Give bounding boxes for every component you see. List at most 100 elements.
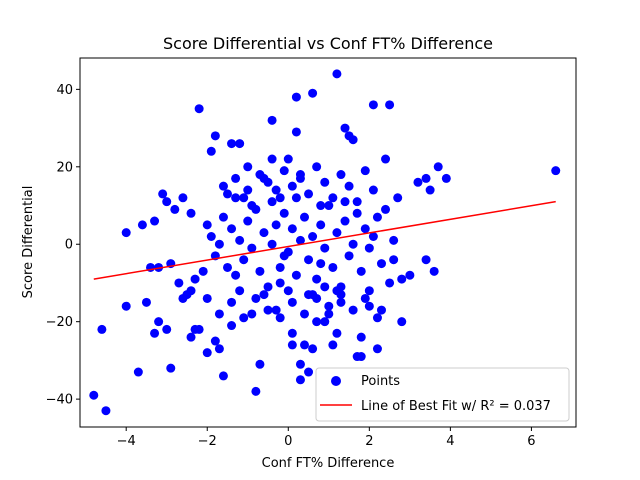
legend-line-label: Line of Best Fit w/ R² = 0.037 xyxy=(361,399,551,414)
data-point-12 xyxy=(150,328,160,338)
data-point-184 xyxy=(291,193,301,203)
data-point-103 xyxy=(206,232,216,241)
data-point-140 xyxy=(356,266,366,276)
data-point-164 xyxy=(360,166,370,176)
data-point-29 xyxy=(186,208,196,218)
data-point-121 xyxy=(279,208,289,218)
data-point-24 xyxy=(178,293,188,303)
data-point-37 xyxy=(218,371,228,381)
data-point-31 xyxy=(198,266,208,276)
data-point-134 xyxy=(332,228,342,238)
data-point-142 xyxy=(364,243,374,253)
data-point-13 xyxy=(162,324,172,334)
data-point-97 xyxy=(425,185,435,195)
y-tick-label: 40 xyxy=(56,83,73,98)
data-point-88 xyxy=(385,100,395,110)
data-point-187 xyxy=(235,286,245,296)
data-point-99 xyxy=(433,162,443,172)
data-point-133 xyxy=(328,262,338,272)
data-point-0 xyxy=(89,390,99,400)
data-point-17 xyxy=(170,204,180,214)
data-point-160 xyxy=(328,193,338,203)
legend-box xyxy=(315,367,570,422)
data-point-3 xyxy=(121,301,131,311)
data-point-175 xyxy=(300,309,309,319)
data-point-95 xyxy=(421,173,431,183)
data-point-168 xyxy=(214,309,224,319)
data-point-173 xyxy=(275,313,285,323)
data-point-154 xyxy=(279,166,289,176)
data-point-182 xyxy=(247,201,257,211)
data-point-61 xyxy=(295,359,305,369)
data-point-57 xyxy=(287,340,297,350)
data-point-89 xyxy=(385,278,395,288)
data-point-146 xyxy=(381,204,391,214)
y-tick-label: 0 xyxy=(65,238,73,253)
data-point-45 xyxy=(247,309,257,319)
data-point-62 xyxy=(295,375,305,385)
data-point-147 xyxy=(389,235,399,245)
x-tick-label: 6 xyxy=(527,434,535,449)
x-tick-label: −4 xyxy=(117,434,136,449)
data-point-14 xyxy=(166,363,176,373)
data-point-131 xyxy=(320,243,330,253)
data-point-167 xyxy=(393,193,403,203)
data-point-144 xyxy=(372,212,382,222)
data-point-33 xyxy=(210,336,220,346)
data-point-82 xyxy=(356,352,366,362)
data-point-101 xyxy=(551,166,561,176)
data-point-26 xyxy=(186,332,196,342)
data-point-83 xyxy=(364,301,374,311)
data-point-4 xyxy=(133,367,143,377)
data-point-119 xyxy=(271,220,281,230)
data-point-137 xyxy=(344,251,354,261)
data-point-124 xyxy=(291,270,301,280)
chart-title: Score Differential vs Conf FT% Differenc… xyxy=(163,34,493,53)
data-point-6 xyxy=(137,220,147,230)
data-point-117 xyxy=(263,282,273,292)
data-point-157 xyxy=(304,189,314,199)
data-point-136 xyxy=(340,216,350,226)
data-point-42 xyxy=(231,193,241,203)
data-point-185 xyxy=(316,201,326,211)
data-point-36 xyxy=(206,146,216,156)
data-point-11 xyxy=(154,317,164,327)
data-point-150 xyxy=(243,185,253,195)
data-point-177 xyxy=(324,309,334,319)
data-point-116 xyxy=(259,228,269,238)
data-point-94 xyxy=(413,177,423,187)
data-point-174 xyxy=(287,297,297,307)
data-point-23 xyxy=(190,274,200,284)
data-point-69 xyxy=(316,259,326,269)
data-point-162 xyxy=(344,181,354,191)
data-point-106 xyxy=(218,212,228,222)
data-point-108 xyxy=(227,224,237,234)
best-fit-line-layer xyxy=(93,200,556,280)
data-point-155 xyxy=(287,181,297,191)
data-point-128 xyxy=(308,232,318,241)
data-point-151 xyxy=(255,170,265,180)
data-point-98 xyxy=(429,266,439,276)
data-point-2 xyxy=(97,324,107,334)
data-point-190 xyxy=(308,290,318,300)
data-point-27 xyxy=(194,324,204,334)
data-point-132 xyxy=(324,201,334,211)
x-tick-label: 2 xyxy=(365,434,373,449)
data-point-40 xyxy=(223,189,232,199)
best-fit-line xyxy=(93,200,556,280)
data-point-181 xyxy=(372,313,382,323)
data-point-189 xyxy=(283,286,293,296)
data-point-1 xyxy=(101,406,111,416)
data-point-125 xyxy=(295,235,305,245)
data-point-64 xyxy=(304,367,314,377)
data-point-111 xyxy=(239,255,249,265)
data-point-191 xyxy=(332,286,342,296)
y-tick-label: −20 xyxy=(46,315,73,330)
data-point-139 xyxy=(352,208,362,218)
data-point-51 xyxy=(271,305,281,315)
data-point-129 xyxy=(312,274,322,284)
data-point-68 xyxy=(312,317,322,327)
data-point-39 xyxy=(227,139,237,149)
x-tick-label: 0 xyxy=(284,434,292,449)
data-point-112 xyxy=(243,216,253,226)
